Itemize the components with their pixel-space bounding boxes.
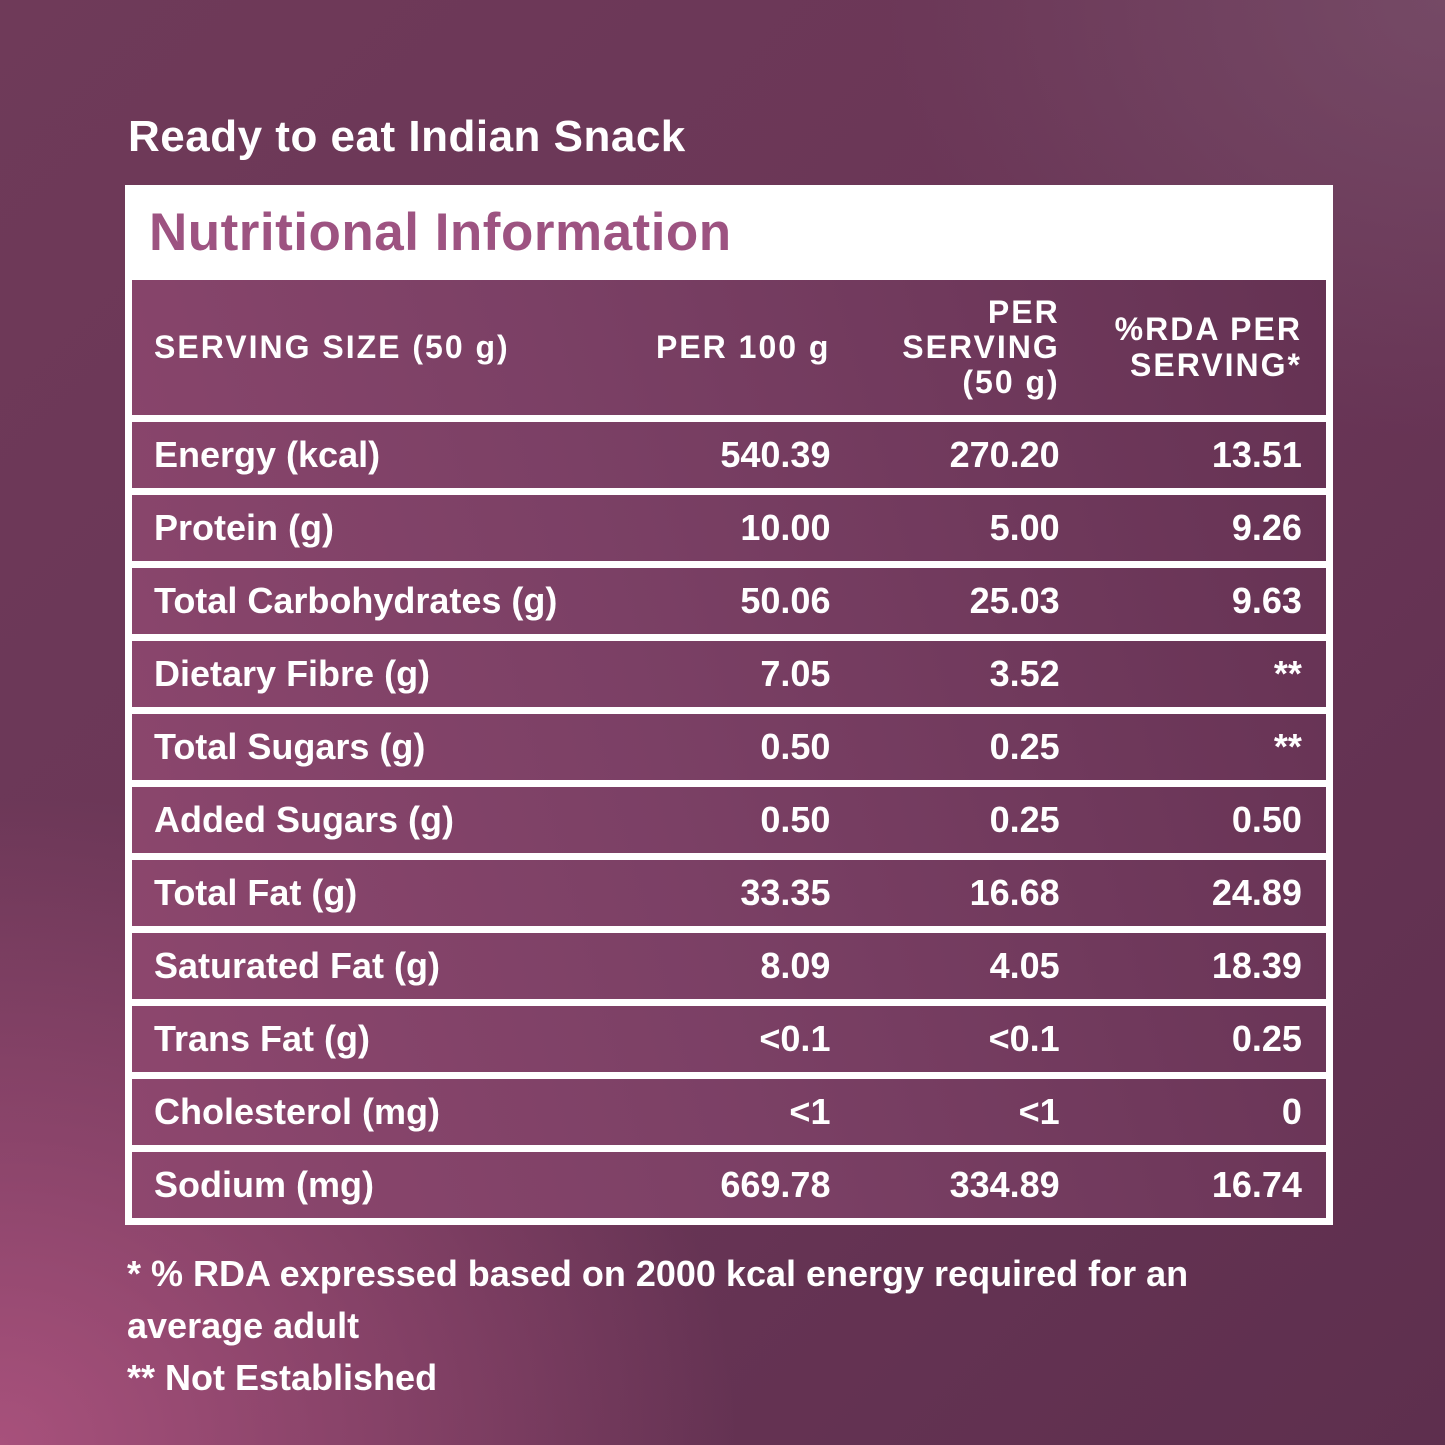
value-per-serving: 5.00 xyxy=(989,507,1060,548)
table-row-total-carbohydrates: Total Carbohydrates (g) 50.06 25.03 9.63 xyxy=(132,561,1326,634)
value-per-serving: 4.05 xyxy=(989,945,1060,986)
column-header-per-100g: PER 100 g xyxy=(655,328,831,365)
column-header-per-serving: PER SERVING (50 g) xyxy=(830,293,1060,401)
value-per-100g: 33.35 xyxy=(740,872,831,913)
value-per-serving: <0.1 xyxy=(988,1018,1060,1059)
table-row-total-sugars: Total Sugars (g) 0.50 0.25 ** xyxy=(132,707,1326,780)
table-row-trans-fat: Trans Fat (g) <0.1 <0.1 0.25 xyxy=(132,999,1326,1072)
rda-footnote: * % RDA expressed based on 2000 kcal ene… xyxy=(127,1253,1189,1346)
nutrition-table: SERVING SIZE (50 g) PER 100 g PER SERVIN… xyxy=(132,280,1326,1218)
value-per-serving: 25.03 xyxy=(969,580,1060,621)
value-per-serving: 334.89 xyxy=(949,1164,1060,1205)
value-per-serving: 3.52 xyxy=(989,653,1060,694)
table-row-cholesterol: Cholesterol (mg) <1 <1 0 xyxy=(132,1072,1326,1145)
nutrient-label: Trans Fat (g) xyxy=(154,1018,371,1059)
table-row-dietary-fibre: Dietary Fibre (g) 7.05 3.52 ** xyxy=(132,634,1326,707)
table-row-total-fat: Total Fat (g) 33.35 16.68 24.89 xyxy=(132,853,1326,926)
value-per-100g: 50.06 xyxy=(740,580,831,621)
value-rda-per-serving: ** xyxy=(1273,726,1302,767)
column-header-per-serving-line-3: (50 g) xyxy=(962,364,1060,401)
value-per-100g: 669.78 xyxy=(720,1164,831,1205)
value-rda-per-serving: 18.39 xyxy=(1211,945,1302,986)
table-header-row: SERVING SIZE (50 g) PER 100 g PER SERVIN… xyxy=(132,280,1326,415)
value-per-100g: <1 xyxy=(789,1091,831,1132)
value-per-100g: <0.1 xyxy=(759,1018,831,1059)
table-row-sodium: Sodium (mg) 669.78 334.89 16.74 xyxy=(132,1145,1326,1218)
value-per-serving: 0.25 xyxy=(989,799,1060,840)
not-established-footnote: ** Not Established xyxy=(127,1356,438,1398)
table-row-energy: Energy (kcal) 540.39 270.20 13.51 xyxy=(132,415,1326,488)
table-row-added-sugars: Added Sugars (g) 0.50 0.25 0.50 xyxy=(132,780,1326,853)
table-row-saturated-fat: Saturated Fat (g) 8.09 4.05 18.39 xyxy=(132,926,1326,999)
value-rda-per-serving: 0.50 xyxy=(1231,799,1302,840)
value-rda-per-serving: 0 xyxy=(1281,1091,1302,1132)
value-per-100g: 540.39 xyxy=(720,434,831,475)
column-header-rda-per-serving: %RDA PER SERVING* xyxy=(1060,311,1326,383)
value-per-serving: <1 xyxy=(1018,1091,1060,1132)
value-rda-per-serving: ** xyxy=(1273,653,1302,694)
value-per-serving: 0.25 xyxy=(989,726,1060,767)
value-rda-per-serving: 0.25 xyxy=(1231,1018,1302,1059)
value-rda-per-serving: 9.63 xyxy=(1231,580,1302,621)
page-title: Ready to eat Indian Snack xyxy=(128,112,686,161)
value-rda-per-serving: 24.89 xyxy=(1211,872,1302,913)
nutrient-label: Added Sugars (g) xyxy=(154,799,455,840)
value-rda-per-serving: 13.51 xyxy=(1211,434,1302,475)
value-per-100g: 8.09 xyxy=(760,945,831,986)
nutrient-label: Total Fat (g) xyxy=(154,872,358,913)
column-header-per-serving-line-2: SERVING xyxy=(902,328,1060,365)
value-per-serving: 270.20 xyxy=(949,434,1060,475)
value-per-100g: 10.00 xyxy=(740,507,831,548)
footnotes: * % RDA expressed based on 2000 kcal ene… xyxy=(127,1248,1322,1403)
column-header-serving-size: SERVING SIZE (50 g) xyxy=(154,328,510,365)
nutrient-label: Cholesterol (mg) xyxy=(154,1091,441,1132)
nutrient-label: Protein (g) xyxy=(154,507,334,548)
value-per-100g: 0.50 xyxy=(760,799,831,840)
column-header-rda-line-1: %RDA PER xyxy=(1114,311,1302,348)
value-rda-per-serving: 9.26 xyxy=(1231,507,1302,548)
nutrient-label: Total Sugars (g) xyxy=(154,726,426,767)
value-per-100g: 7.05 xyxy=(760,653,831,694)
nutrient-label: Sodium (mg) xyxy=(154,1164,374,1205)
value-per-serving: 16.68 xyxy=(969,872,1060,913)
column-header-per-serving-line-1: PER xyxy=(987,293,1060,330)
value-per-100g: 0.50 xyxy=(760,726,831,767)
value-rda-per-serving: 16.74 xyxy=(1211,1164,1302,1205)
column-header-rda-line-2: SERVING* xyxy=(1130,346,1302,383)
nutrient-label: Dietary Fibre (g) xyxy=(154,653,431,694)
table-row-protein: Protein (g) 10.00 5.00 9.26 xyxy=(132,488,1326,561)
nutrient-label: Energy (kcal) xyxy=(154,434,381,475)
card-heading: Nutritional Information xyxy=(149,203,732,262)
nutrition-card: Nutritional Information SERVING SIZE (50… xyxy=(125,185,1333,1225)
nutrient-label: Total Carbohydrates (g) xyxy=(154,580,558,621)
nutrient-label: Saturated Fat (g) xyxy=(154,945,441,986)
